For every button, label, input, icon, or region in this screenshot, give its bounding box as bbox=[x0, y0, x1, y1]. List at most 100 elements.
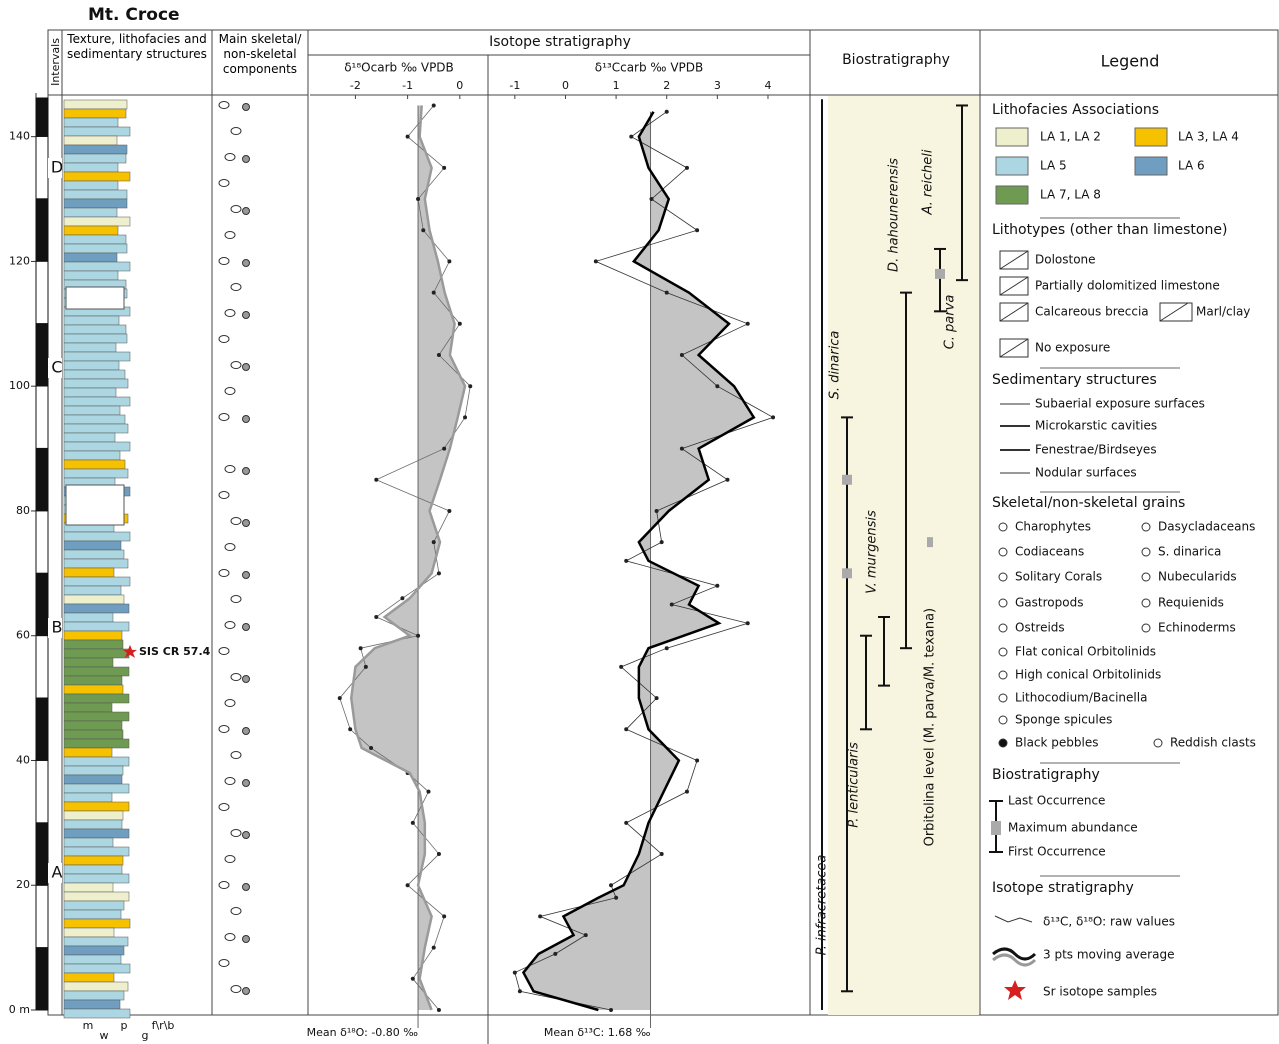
legend-text: Isotope stratigraphy bbox=[992, 880, 1134, 896]
raw-point bbox=[659, 540, 664, 545]
deviation-area bbox=[351, 105, 466, 1010]
lithology-bed bbox=[63, 675, 123, 686]
lithology-bed bbox=[63, 117, 119, 128]
legend-symbol bbox=[998, 693, 1008, 703]
legend-text: Flat conical Orbitolinids bbox=[1015, 645, 1156, 659]
legend-symbol bbox=[1141, 598, 1151, 608]
lithology-bed bbox=[63, 153, 127, 164]
lithology-bed bbox=[63, 549, 125, 560]
raw-point bbox=[619, 664, 624, 669]
column-header: Main skeletal/ non-skeletal components bbox=[218, 32, 302, 76]
legend-text: LA 7, LA 8 bbox=[1040, 188, 1101, 202]
component-symbol bbox=[224, 387, 236, 395]
interval-block bbox=[35, 884, 49, 949]
raw-point bbox=[517, 989, 522, 994]
legend-symbol bbox=[992, 947, 1037, 961]
legend-text: Requienids bbox=[1158, 596, 1224, 610]
component-symbol bbox=[218, 101, 230, 109]
lithology-bed bbox=[63, 414, 126, 425]
legend-symbol bbox=[998, 647, 1008, 657]
legend-text: Nubecularids bbox=[1158, 570, 1237, 584]
y-tick-label: 20 bbox=[16, 878, 30, 891]
lithology-bed bbox=[63, 873, 130, 884]
lithology-bed bbox=[63, 945, 125, 956]
lithology-bed bbox=[63, 567, 115, 578]
column-header: Texture, lithofacies and sedimentary str… bbox=[67, 32, 207, 61]
component-symbol bbox=[242, 519, 250, 527]
component-symbol bbox=[242, 987, 250, 995]
raw-point bbox=[463, 415, 468, 420]
raw-point bbox=[374, 477, 379, 482]
component-symbol bbox=[242, 259, 250, 267]
component-symbol bbox=[230, 205, 242, 213]
legend-text: Subaerial exposure surfaces bbox=[1035, 397, 1205, 411]
interval-block bbox=[35, 198, 49, 262]
interval-block bbox=[35, 572, 49, 637]
legend-text: Dolostone bbox=[1035, 253, 1096, 267]
lithology-bed bbox=[63, 711, 130, 722]
raw-point bbox=[447, 259, 452, 264]
texture-scale-label: g bbox=[142, 1029, 149, 1042]
component-symbol bbox=[242, 623, 250, 631]
raw-point bbox=[369, 746, 374, 750]
x-tick-label: 1 bbox=[613, 79, 620, 92]
mean-label: Mean δ¹³C: 1.68 ‰ bbox=[544, 1026, 651, 1039]
level-label: Orbitolina level (M. parva/M. texana) bbox=[923, 608, 938, 847]
legend-symbol bbox=[999, 338, 1029, 358]
lithology-bed bbox=[63, 225, 119, 236]
legend-text: Reddish clasts bbox=[1170, 736, 1256, 750]
x-tick-label: 3 bbox=[714, 79, 721, 92]
lithology-bed bbox=[63, 108, 127, 119]
component-symbol bbox=[242, 103, 250, 111]
raw-point bbox=[512, 970, 517, 975]
raw-point bbox=[416, 197, 421, 202]
lithology-bed bbox=[63, 180, 119, 191]
raw-point bbox=[669, 602, 674, 607]
component-symbol bbox=[218, 491, 230, 499]
component-symbol bbox=[230, 985, 242, 993]
raw-point bbox=[624, 820, 629, 825]
component-symbol bbox=[230, 673, 242, 681]
legend-text: LA 6 bbox=[1178, 159, 1205, 173]
component-symbol bbox=[224, 543, 236, 551]
lithology-bed bbox=[63, 837, 114, 848]
lithology-bed bbox=[63, 207, 118, 218]
component-symbol bbox=[230, 361, 242, 369]
legend-symbol bbox=[998, 623, 1008, 633]
raw-point bbox=[468, 384, 473, 389]
component-symbol bbox=[242, 155, 250, 163]
legend-swatch bbox=[995, 156, 1029, 176]
legend-text: Solitary Corals bbox=[1015, 570, 1102, 584]
raw-point bbox=[679, 353, 684, 357]
lithology-bed bbox=[63, 693, 130, 704]
legend-symbol bbox=[998, 670, 1008, 680]
raw-point bbox=[664, 646, 669, 651]
legend-text: Lithocodium/Bacinella bbox=[1015, 691, 1147, 705]
lithology-bed bbox=[63, 657, 114, 668]
raw-point bbox=[715, 384, 720, 389]
interval-block bbox=[35, 260, 49, 325]
frame bbox=[47, 29, 1279, 1016]
raw-point bbox=[553, 951, 558, 956]
legend-text: LA 3, LA 4 bbox=[1178, 130, 1239, 144]
component-symbol bbox=[242, 779, 250, 787]
interval-block bbox=[35, 323, 49, 387]
raw-point bbox=[725, 477, 730, 482]
raw-point bbox=[745, 621, 750, 626]
taxon-label: P. infracretacea bbox=[815, 855, 830, 956]
lithology-bed bbox=[63, 612, 114, 623]
component-symbol bbox=[242, 207, 250, 215]
legend-text: Black pebbles bbox=[1015, 736, 1098, 750]
lithology-bed bbox=[63, 99, 128, 110]
raw-point bbox=[624, 727, 629, 732]
legend-text: Calcareous breccia bbox=[1035, 305, 1149, 319]
taxon-label: D. hahounerensis bbox=[887, 158, 902, 272]
legend-text: Last Occurrence bbox=[1008, 794, 1105, 808]
component-symbol bbox=[230, 517, 242, 525]
raw-point bbox=[664, 109, 669, 114]
legend-swatch bbox=[1134, 127, 1168, 147]
lithology-bed bbox=[63, 828, 130, 839]
lithology-bed bbox=[63, 648, 130, 659]
component-symbol bbox=[230, 751, 242, 759]
lithology-bed bbox=[63, 144, 128, 155]
